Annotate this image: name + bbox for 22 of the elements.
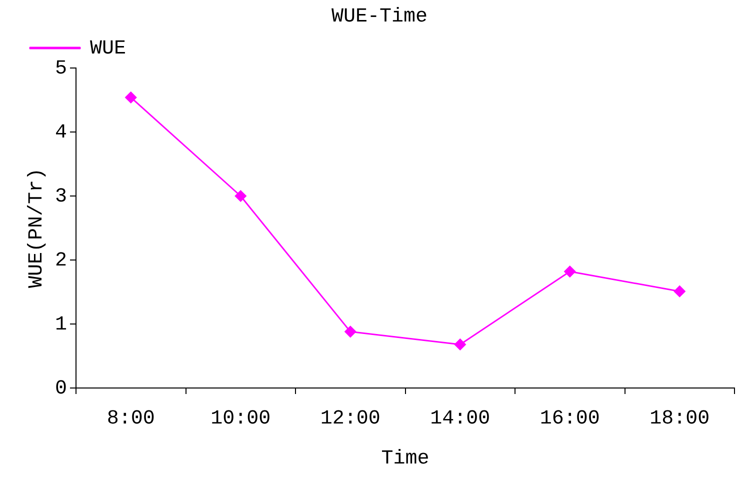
y-tick-label: 5 — [54, 57, 67, 80]
y-tick-label: 2 — [54, 249, 67, 272]
x-axis-title: Time — [381, 447, 430, 470]
x-tick-label: 14:00 — [430, 407, 490, 430]
point — [125, 92, 137, 104]
x-tick-label: 8:00 — [106, 407, 155, 430]
x-tick-label: 16:00 — [540, 407, 600, 430]
legend-label: WUE — [90, 37, 126, 60]
x-tick-label: 10:00 — [210, 407, 271, 430]
y-axis-title: WUE(PN/Tr) — [25, 168, 48, 288]
point — [344, 326, 356, 338]
x-tick-label: 12:00 — [320, 407, 380, 430]
point — [454, 338, 466, 350]
point — [234, 190, 246, 202]
y-tick-label: 4 — [54, 121, 67, 144]
y-tick-label: 3 — [54, 185, 67, 208]
x-tick-label: 18:00 — [650, 407, 710, 430]
point — [564, 266, 576, 278]
y-tick-label: 0 — [54, 377, 67, 400]
point — [674, 286, 686, 298]
y-tick-label: 1 — [54, 313, 67, 336]
chart-title: WUE-Time — [331, 5, 428, 28]
